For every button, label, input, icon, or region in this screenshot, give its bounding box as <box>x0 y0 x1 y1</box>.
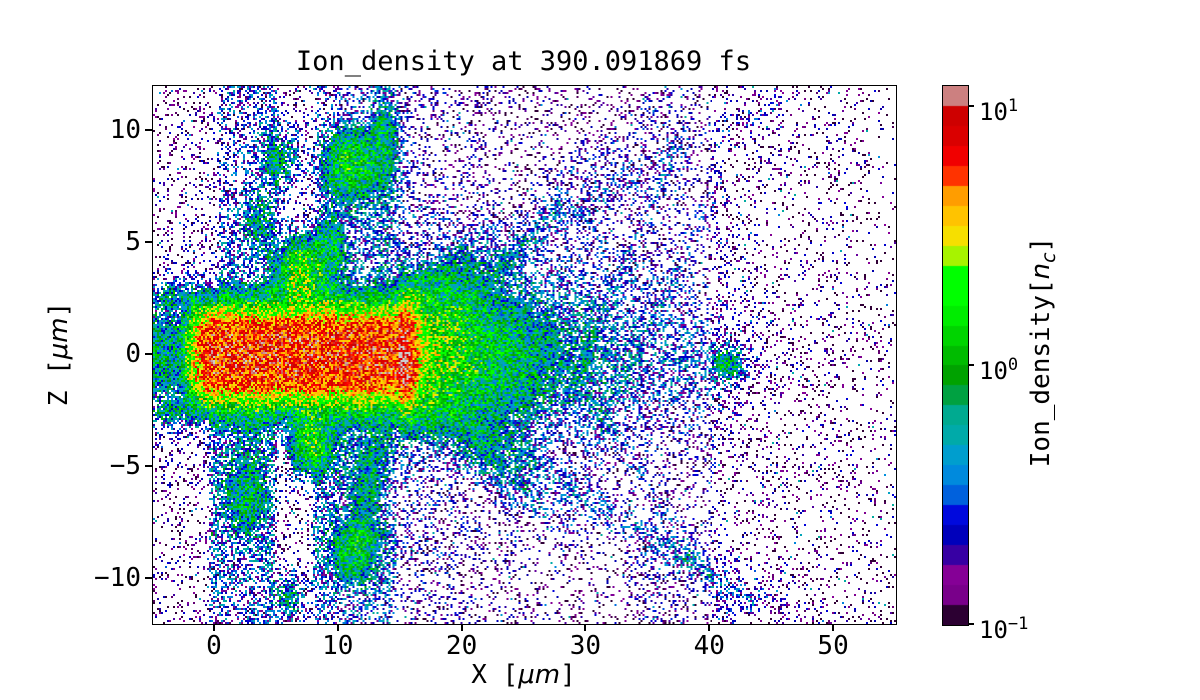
plot-area <box>152 85 897 625</box>
colorbar <box>942 85 969 626</box>
heatmap-canvas <box>153 86 896 624</box>
y-tick-mark <box>145 465 152 468</box>
x-tick-mark <box>832 624 835 631</box>
x-tick-label: 30 <box>569 631 602 661</box>
colorbar-tick-mark <box>968 104 974 107</box>
y-tick-label: 10 <box>109 114 141 145</box>
colorbar-label-sub: c <box>1038 252 1061 263</box>
colorbar-tick-label: 10−1 <box>979 614 1029 644</box>
colorbar-tick-mark <box>968 623 974 625</box>
x-tick-label: 40 <box>693 631 725 661</box>
y-tick-label: −5 <box>109 451 141 482</box>
x-axis-label: X [μm] <box>152 660 895 690</box>
colorbar-label-var: n <box>1025 262 1056 280</box>
x-tick-mark <box>460 624 463 631</box>
y-axis-label-close: ] <box>44 301 74 318</box>
colorbar-label-text: Ion_density[ <box>1025 279 1056 468</box>
y-tick-mark <box>145 577 152 580</box>
x-axis-label-text: X [ <box>471 660 519 690</box>
y-tick-mark <box>145 128 152 131</box>
x-tick-mark <box>212 624 215 631</box>
colorbar-tick-label: 100 <box>979 354 1019 385</box>
x-tick-label: 0 <box>206 631 222 661</box>
x-axis-label-close: ] <box>560 660 576 690</box>
x-tick-mark <box>708 624 711 631</box>
y-tick-label: 0 <box>125 339 141 369</box>
x-tick-mark <box>336 624 339 631</box>
y-tick-mark <box>145 240 152 243</box>
y-tick-label: 5 <box>125 226 141 257</box>
x-tick-label: 10 <box>322 631 354 661</box>
colorbar-tick-mark <box>968 363 974 366</box>
x-tick-label: 50 <box>817 631 849 661</box>
x-tick-mark <box>584 624 587 631</box>
x-tick-label: 20 <box>445 631 478 661</box>
colorbar-tick-label: 101 <box>979 95 1019 126</box>
plot-title: Ion_density at 390.091869 fs <box>295 46 752 77</box>
y-tick-label: −10 <box>94 563 141 594</box>
y-tick-mark <box>145 353 152 355</box>
colorbar-label-close: ] <box>1025 236 1056 253</box>
x-axis-label-math: μm <box>518 660 561 690</box>
colorbar-canvas <box>943 86 968 625</box>
